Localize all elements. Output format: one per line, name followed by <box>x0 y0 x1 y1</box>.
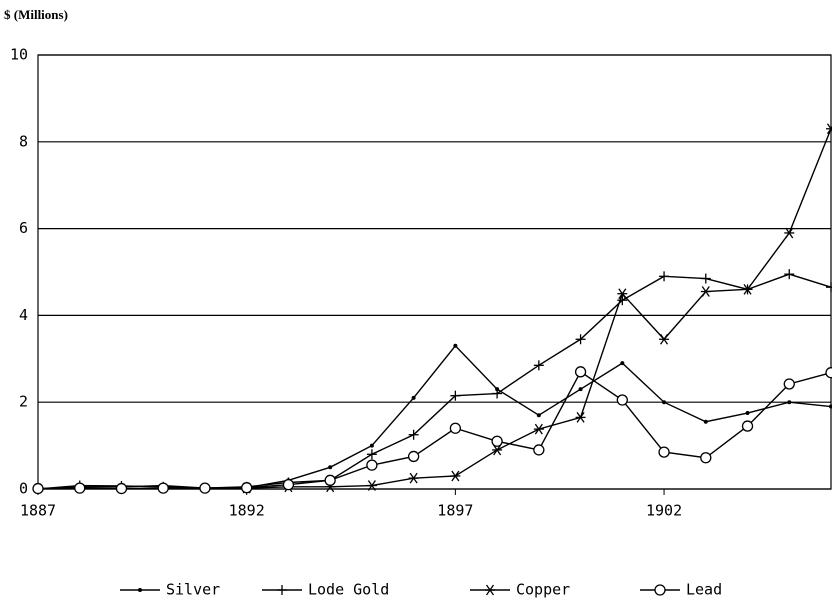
marker <box>784 227 795 239</box>
y-axis-label: $ (Millions) <box>4 7 68 22</box>
legend-label: Copper <box>516 581 570 599</box>
series-line <box>37 273 832 490</box>
marker <box>492 388 503 399</box>
marker <box>533 444 545 456</box>
marker <box>617 288 628 300</box>
marker <box>115 482 128 495</box>
marker <box>654 584 666 596</box>
x-tick-label: 1887 <box>20 502 56 520</box>
series-line <box>246 128 832 489</box>
marker <box>659 271 670 282</box>
marker <box>659 333 670 345</box>
y-tick-label: 4 <box>19 306 28 324</box>
marker <box>620 361 625 366</box>
marker <box>491 435 503 447</box>
legend-label: Lead <box>686 581 722 599</box>
legend-label: Lode Gold <box>308 581 389 599</box>
marker <box>658 446 670 458</box>
marker <box>826 123 832 135</box>
marker <box>450 390 461 401</box>
marker <box>492 444 503 456</box>
marker <box>700 452 712 464</box>
y-tick-label: 6 <box>19 219 28 237</box>
marker <box>574 366 587 378</box>
y-tick-label: 2 <box>19 393 28 411</box>
marker <box>485 584 495 596</box>
marker <box>533 360 544 371</box>
marker <box>578 387 583 392</box>
series-line <box>37 344 832 490</box>
marker <box>745 411 750 416</box>
marker <box>703 419 708 424</box>
marker <box>138 588 142 592</box>
marker <box>32 482 44 495</box>
x-tick-label: 1892 <box>229 502 265 520</box>
marker <box>536 413 541 418</box>
marker <box>366 449 377 460</box>
marker <box>408 429 419 440</box>
marker <box>700 273 711 284</box>
legend-item: Silver <box>120 581 220 599</box>
marker <box>825 367 832 379</box>
marker <box>411 395 416 400</box>
marker <box>277 585 287 595</box>
marker <box>575 412 586 423</box>
y-tick-label: 8 <box>19 132 28 150</box>
x-tick-label: 1902 <box>646 502 682 520</box>
marker <box>449 422 462 434</box>
marker <box>369 443 374 448</box>
marker <box>324 474 336 486</box>
marker <box>408 472 419 484</box>
marker <box>74 482 86 494</box>
marker <box>533 423 544 435</box>
marker <box>157 482 169 494</box>
marker <box>407 450 420 463</box>
legend-label: Silver <box>166 581 220 599</box>
marker <box>199 482 211 494</box>
plot-frame <box>37 54 832 490</box>
marker <box>450 470 461 482</box>
marker <box>742 283 753 295</box>
marker <box>787 400 792 405</box>
y-tick-label: 0 <box>19 480 28 498</box>
marker <box>784 269 795 280</box>
marker <box>616 394 628 406</box>
marker <box>328 465 333 470</box>
legend-item: Lode Gold <box>262 581 389 599</box>
marker <box>617 295 628 306</box>
marker <box>826 282 832 293</box>
y-tick-label: 10 <box>10 46 28 64</box>
marker <box>575 334 586 345</box>
marker <box>282 479 295 491</box>
marker <box>241 482 253 494</box>
legend-item: Copper <box>470 581 570 599</box>
legend-item: Lead <box>640 581 722 599</box>
marker <box>829 404 832 409</box>
marker <box>700 286 711 297</box>
marker <box>366 480 377 491</box>
marker <box>366 459 378 471</box>
marker <box>783 378 795 390</box>
x-tick-label: 1897 <box>437 502 473 520</box>
marker <box>741 420 754 432</box>
marker <box>662 400 667 405</box>
series-line <box>37 370 832 490</box>
marker <box>453 343 458 348</box>
